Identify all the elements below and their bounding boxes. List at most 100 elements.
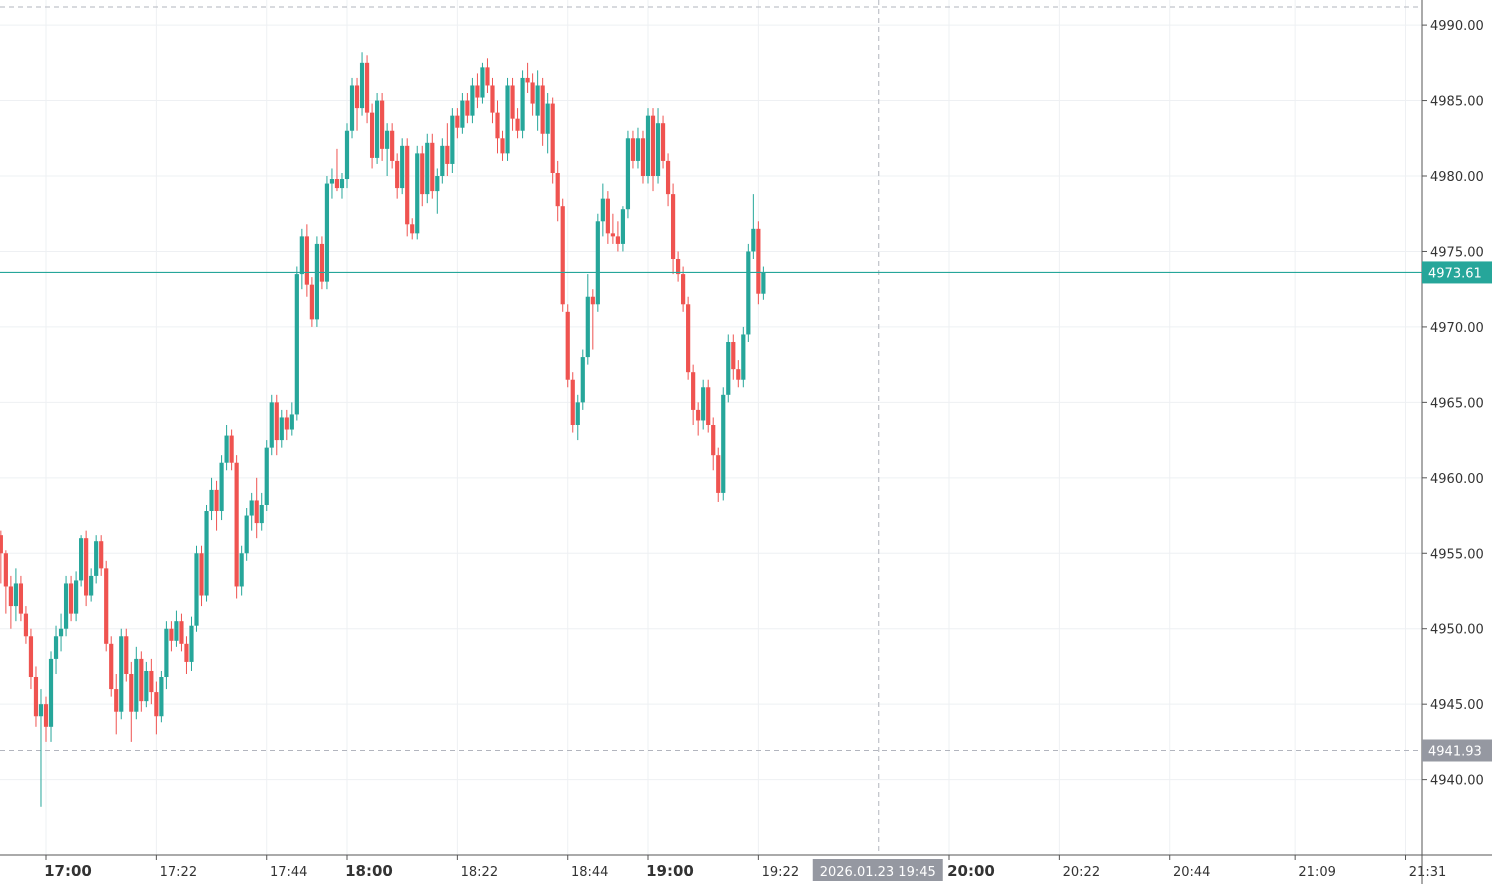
candle-body-down <box>530 82 535 104</box>
candle-body-down <box>590 296 595 305</box>
candle-body-down <box>465 100 470 116</box>
x-tick-label: 18:00 <box>345 862 393 880</box>
candle-body-down <box>515 118 520 131</box>
candle-body-down <box>390 130 395 161</box>
candle-body-up <box>575 402 580 426</box>
crosshair-layer <box>0 0 1422 855</box>
candle-body-down <box>630 138 636 161</box>
candle-body-down <box>114 689 119 712</box>
candle-body-down <box>711 425 716 456</box>
candle-body-up <box>89 575 94 596</box>
candle-body-up <box>645 115 651 177</box>
candle-body-up <box>480 67 485 98</box>
candle-body-up <box>314 243 319 320</box>
candle-body-down <box>485 67 490 86</box>
candle-body-up <box>289 414 294 430</box>
candle-body-up <box>585 296 590 358</box>
candle-body-up <box>450 115 455 164</box>
candle-body-down <box>610 233 615 237</box>
y-tick-label: 4990.00 <box>1430 19 1484 34</box>
x-tick-label: 19:22 <box>762 865 799 880</box>
candle-body-up <box>625 138 631 210</box>
candle-body-up <box>13 583 18 607</box>
candle-body-up <box>79 538 84 581</box>
candle-body-down <box>380 100 385 149</box>
candle-body-up <box>134 658 139 712</box>
candle-body-up <box>53 636 59 659</box>
x-tick-label: 18:22 <box>461 865 498 880</box>
candle-body-down <box>640 138 646 177</box>
candle-body-up <box>470 85 475 116</box>
candle-body-down <box>3 553 8 587</box>
candle-body-up <box>279 417 284 441</box>
candle-body-down <box>665 160 671 195</box>
candle-body-up <box>189 625 194 662</box>
candle-body-down <box>500 138 505 154</box>
candle-body-up <box>219 462 224 512</box>
candle-body-down <box>475 85 480 98</box>
candle-body-up <box>38 704 44 717</box>
candle-body-down <box>605 198 610 234</box>
candle-body-up <box>746 251 751 335</box>
y-tick-label: 4950.00 <box>1430 623 1484 638</box>
candle-body-up <box>194 553 199 626</box>
y-tick-label: 4955.00 <box>1430 547 1484 562</box>
candle-body-down <box>405 145 410 225</box>
candle-body-down <box>199 553 204 596</box>
candle-body-down <box>84 538 89 596</box>
candle-body-down <box>68 583 74 614</box>
candle-body-up <box>440 145 445 177</box>
crosshair-time-label: 2026.01.23 19:45 <box>820 865 936 880</box>
candle-body-up <box>375 100 380 158</box>
candle-body-down <box>650 115 656 177</box>
candle-body-up <box>595 221 600 305</box>
candle-body-up <box>269 402 274 448</box>
candle-body-down <box>28 636 34 678</box>
y-tick-label: 4975.00 <box>1430 245 1484 260</box>
candle-body-up <box>74 580 79 614</box>
candle-body-down <box>686 304 691 373</box>
x-tick-label: 19:00 <box>646 862 694 880</box>
x-tick-label: 17:44 <box>270 865 307 880</box>
candle-body-up <box>655 123 661 177</box>
candle-body-down <box>43 704 49 727</box>
x-tick-label: 21:31 <box>1409 865 1446 880</box>
candle-body-down <box>334 179 340 189</box>
candle-body-down <box>706 387 711 426</box>
candle-body-down <box>154 692 159 717</box>
candle-body-up <box>159 677 164 717</box>
candle-body-up <box>400 145 405 189</box>
candle-body-down <box>179 621 184 644</box>
candle-body-down <box>369 112 375 158</box>
x-tick-label: 20:00 <box>947 862 995 880</box>
candle-body-down <box>23 613 29 637</box>
x-tick-label: 17:00 <box>44 862 92 880</box>
crosshair-time-label-box <box>812 859 943 881</box>
y-tick-label: 4945.00 <box>1430 698 1484 713</box>
candle-body-down <box>284 417 289 430</box>
candle-body-down <box>304 236 309 285</box>
candle-body-down <box>525 77 530 83</box>
candle-body-up <box>726 342 731 395</box>
candle-body-down <box>560 206 565 305</box>
candle-body-down <box>555 172 560 207</box>
current-price-label: 4973.61 <box>1428 266 1482 281</box>
candle-body-up <box>721 394 726 493</box>
candle-body-up <box>48 658 54 727</box>
candle-body-up <box>164 628 169 678</box>
crosshair-price-label-box <box>1422 739 1492 762</box>
x-tick-label: 20:22 <box>1063 865 1100 880</box>
candle-body-down <box>99 541 104 569</box>
candle-body-up <box>741 334 746 380</box>
candle-body-down <box>676 259 681 275</box>
candle-body-down <box>0 535 3 554</box>
candle-body-down <box>691 372 696 410</box>
candle-body-down <box>736 369 741 380</box>
candle-body-down <box>319 243 325 282</box>
candle-body-down <box>420 153 425 195</box>
candle-body-down <box>254 500 259 524</box>
candle-body-up <box>701 387 706 421</box>
candle-body-up <box>600 198 605 222</box>
